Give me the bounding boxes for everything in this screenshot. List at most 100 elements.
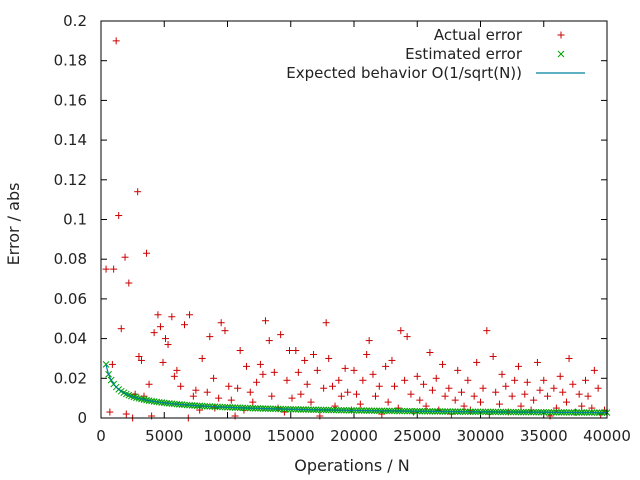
actual-error-point <box>432 374 440 382</box>
x-tick-label: 25000 <box>393 427 441 445</box>
actual-error-point <box>483 327 491 335</box>
series-actual-error <box>102 37 608 422</box>
actual-error-point <box>479 384 487 392</box>
actual-error-point <box>270 368 278 376</box>
y-tick-label: 0.16 <box>54 91 87 109</box>
actual-error-point <box>544 392 552 400</box>
actual-error-point <box>575 390 583 398</box>
estimated-error-point <box>102 361 110 368</box>
x-tick-label: 5000 <box>145 427 183 445</box>
actual-error-point <box>145 380 153 388</box>
actual-error-point <box>388 356 396 364</box>
actual-error-point <box>249 398 257 406</box>
actual-error-point <box>341 364 349 372</box>
actual-error-point <box>259 370 267 378</box>
y-tick-label: 0.1 <box>63 211 87 229</box>
actual-error-point <box>454 366 462 374</box>
y-tick-label: 0.08 <box>54 250 87 268</box>
actual-error-point <box>307 398 315 406</box>
actual-error-point <box>384 398 392 406</box>
actual-error-point <box>470 392 478 400</box>
actual-error-point <box>514 362 522 370</box>
actual-error-point <box>320 384 328 392</box>
x-axis-label: Operations / N <box>294 456 410 475</box>
actual-error-point <box>156 323 164 331</box>
actual-error-point <box>180 321 188 329</box>
actual-error-point <box>322 319 330 327</box>
actual-error-point <box>210 374 218 382</box>
actual-error-point <box>288 394 296 402</box>
actual-error-point <box>337 392 345 400</box>
actual-error-point <box>242 362 250 370</box>
actual-error-point <box>135 352 143 360</box>
actual-error-point <box>511 376 519 384</box>
series-estimated-error <box>102 361 611 416</box>
actual-error-point <box>303 380 311 388</box>
actual-error-point <box>215 394 223 402</box>
actual-error-point <box>382 362 390 370</box>
actual-error-point <box>310 350 318 358</box>
actual-error-point <box>565 354 573 362</box>
actual-error-point <box>439 360 447 368</box>
actual-error-point <box>502 382 510 390</box>
actual-error-point <box>206 333 214 341</box>
actual-error-point <box>344 388 352 396</box>
actual-error-point <box>227 396 235 404</box>
actual-error-point <box>536 386 544 394</box>
x-tick-label: 40000 <box>583 427 631 445</box>
actual-error-point <box>403 333 411 341</box>
y-tick-label: 0.06 <box>54 290 87 308</box>
actual-error-point <box>168 313 176 321</box>
actual-error-point <box>428 386 436 394</box>
actual-error-point <box>581 376 589 384</box>
actual-error-point <box>445 384 453 392</box>
actual-error-point <box>508 392 516 400</box>
actual-error-point <box>407 390 415 398</box>
actual-error-point <box>460 402 468 410</box>
x-tick-label: 35000 <box>520 427 568 445</box>
x-tick-label: 20000 <box>330 427 378 445</box>
actual-error-point <box>578 402 586 410</box>
actual-error-point <box>137 356 145 364</box>
plot-frame <box>100 20 608 419</box>
actual-error-point <box>584 392 592 400</box>
actual-error-point <box>375 382 383 390</box>
actual-error-point <box>426 348 434 356</box>
actual-error-point <box>285 347 293 355</box>
actual-error-point <box>363 350 371 358</box>
actual-error-point <box>221 327 229 335</box>
actual-error-point <box>365 337 373 345</box>
actual-error-point <box>559 388 567 396</box>
actual-error-point <box>225 382 233 390</box>
actual-error-point <box>108 360 116 368</box>
actual-error-point <box>121 253 129 261</box>
actual-error-point <box>533 358 541 366</box>
actual-error-point <box>211 404 219 412</box>
actual-error-point <box>372 392 380 400</box>
actual-error-point <box>143 249 151 257</box>
y-tick-label: 0.04 <box>54 330 87 348</box>
actual-error-point <box>106 408 114 416</box>
legend-marker-estimated <box>557 50 565 58</box>
actual-error-point <box>356 400 364 408</box>
actual-error-point <box>563 398 571 406</box>
actual-error-point <box>192 386 200 394</box>
actual-error-point <box>458 388 466 396</box>
actual-error-point <box>277 331 285 339</box>
actual-error-point <box>236 347 244 355</box>
actual-error-point <box>523 378 531 386</box>
actual-error-point <box>353 390 361 398</box>
y-tick-label: 0 <box>77 409 87 427</box>
actual-error-point <box>125 279 133 287</box>
series-expected-behavior-line <box>105 364 607 414</box>
y-tick-label: 0.02 <box>54 369 87 387</box>
actual-error-point <box>328 382 336 390</box>
actual-error-point <box>498 370 506 378</box>
actual-error-point <box>517 402 525 410</box>
y-tick-label: 0.2 <box>63 12 87 30</box>
actual-error-point <box>164 341 172 349</box>
actual-error-point <box>540 376 548 384</box>
actual-error-point <box>301 356 309 364</box>
actual-error-point <box>294 368 302 376</box>
